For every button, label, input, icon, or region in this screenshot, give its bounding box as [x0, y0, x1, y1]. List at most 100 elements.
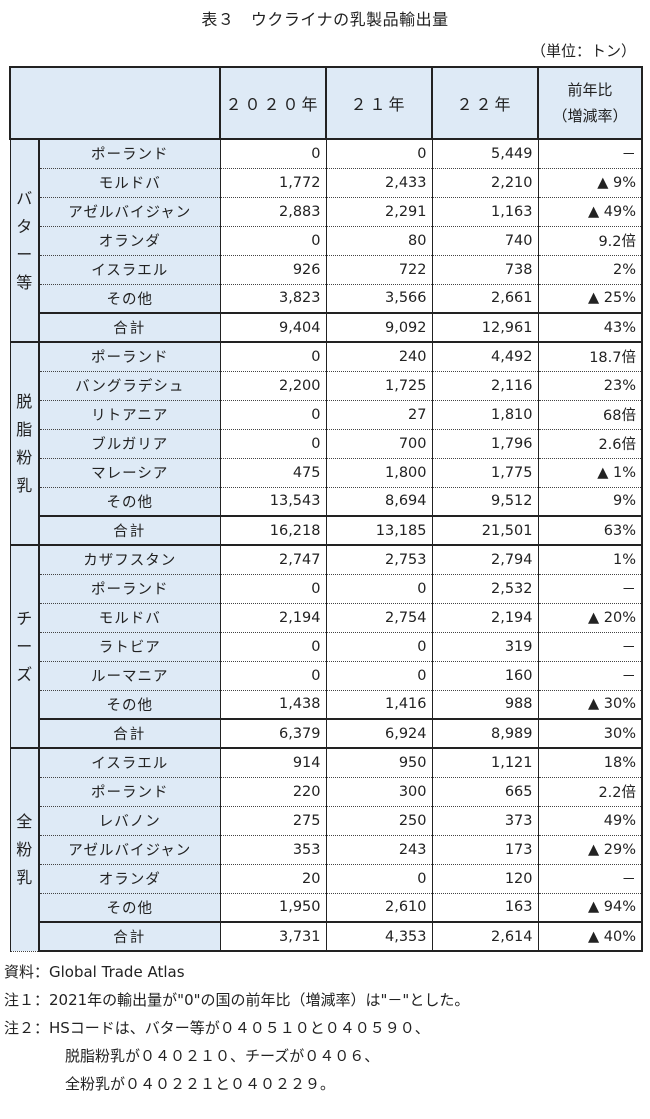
- value-21: 1,725: [325, 371, 432, 401]
- value-21: 8,694: [325, 487, 432, 516]
- table-row: イスラエル 926 722 738 2%: [10, 255, 643, 285]
- note-2-line3: 全粉乳が０４０２２１と０４０２２９。: [65, 1075, 336, 1093]
- value-22: 2,661: [431, 284, 538, 313]
- value-22: 1,121: [431, 748, 538, 778]
- total-21: 9,092: [325, 312, 432, 343]
- country-name: ブルガリア: [38, 429, 220, 459]
- value-21: 1,416: [325, 690, 432, 719]
- group-label-char: ー: [16, 244, 33, 264]
- value-2020: 926: [219, 255, 326, 285]
- total-label: 合計: [38, 312, 220, 343]
- total-21: 6,924: [325, 718, 432, 749]
- table-row: ルーマニア 0 0 160 －: [10, 661, 643, 691]
- group-label-char: バ: [16, 188, 33, 208]
- value-21: 2,291: [325, 197, 432, 227]
- table-row: レバノン 275 250 373 49%: [10, 806, 643, 836]
- value-21: 700: [325, 429, 432, 459]
- value-21: 2,754: [325, 603, 432, 633]
- value-2020: 1,438: [219, 690, 326, 719]
- country-name: レバノン: [38, 806, 220, 836]
- group-label: 全粉乳: [9, 747, 40, 952]
- value-21: 1,800: [325, 458, 432, 488]
- note-2-line2: 脱脂粉乳が０４０２１０、チーズが０４０６、: [65, 1047, 380, 1065]
- unit-label: （単位：トン）: [530, 42, 636, 60]
- country-name: ラトビア: [38, 632, 220, 662]
- note-source: 資料：Global Trade Atlas: [4, 963, 185, 981]
- table-row: その他 1,438 1,416 988 ▲ 30%: [10, 690, 643, 719]
- total-label: 合計: [38, 515, 220, 546]
- group-label-char: チ: [16, 608, 33, 628]
- value-22: 2,194: [431, 603, 538, 633]
- country-name: マレーシア: [38, 458, 220, 488]
- total-row: 合計 3,731 4,353 2,614 ▲ 40%: [10, 921, 643, 952]
- value-22: 160: [431, 661, 538, 691]
- group-label-char: 全: [16, 811, 33, 831]
- country-name: モルドバ: [38, 168, 220, 198]
- value-21: 3,566: [325, 284, 432, 313]
- value-2020: 2,200: [219, 371, 326, 401]
- total-21: 13,185: [325, 515, 432, 546]
- total-2020: 6,379: [219, 718, 326, 749]
- total-22: 8,989: [431, 718, 538, 749]
- value-2020: 0: [219, 661, 326, 691]
- group-label-char: 乳: [16, 475, 33, 495]
- table-row: その他 1,950 2,610 163 ▲ 94%: [10, 893, 643, 922]
- value-22: 2,116: [431, 371, 538, 401]
- total-row: 合計 9,404 9,092 12,961 43%: [10, 312, 643, 343]
- table-row: 脱脂粉乳ポーランド 0 240 4,492 18.7倍: [9, 341, 643, 546]
- header-ratio-line1: 前年比: [567, 81, 613, 99]
- total-22: 2,614: [431, 921, 538, 952]
- yoy-ratio: －: [537, 864, 643, 894]
- table-row: マレーシア 475 1,800 1,775 ▲ 1%: [10, 458, 643, 488]
- yoy-ratio: ▲ 9%: [537, 168, 643, 198]
- total-21: 4,353: [325, 921, 432, 952]
- country-name: リトアニア: [38, 400, 220, 430]
- yoy-ratio: ▲ 20%: [537, 603, 643, 633]
- country-name: イスラエル: [38, 255, 220, 285]
- value-2020: 2,883: [219, 197, 326, 227]
- group-label-char: 粉: [16, 447, 33, 467]
- group-label-char: 粉: [16, 839, 33, 859]
- value-21: 2,433: [325, 168, 432, 198]
- yoy-ratio: 18%: [537, 748, 643, 778]
- total-row: 合計 6,379 6,924 8,989 30%: [10, 718, 643, 749]
- header-ratio: 前年比 （増減率）: [537, 66, 643, 140]
- value-21: 950: [325, 748, 432, 778]
- country-name: イスラエル: [38, 748, 220, 778]
- value-21: 0: [325, 632, 432, 662]
- country-name: その他: [38, 690, 220, 719]
- total-22: 12,961: [431, 312, 538, 343]
- yoy-ratio: ▲ 30%: [537, 690, 643, 719]
- value-2020: 0: [219, 429, 326, 459]
- table-row: アゼルバイジャン 2,883 2,291 1,163 ▲ 49%: [10, 197, 643, 227]
- value-2020: 914: [219, 748, 326, 778]
- header-ratio-line2: （増減率）: [552, 107, 628, 125]
- total-2020: 3,731: [219, 921, 326, 952]
- country-name: アゼルバイジャン: [38, 835, 220, 865]
- country-name: バングラデシュ: [38, 371, 220, 401]
- value-2020: 1,950: [219, 893, 326, 922]
- note-1: 注１：2021年の輸出量が"0"の国の前年比（増減率）は"－"とした。: [4, 991, 470, 1009]
- total-label: 合計: [38, 718, 220, 749]
- group-label-char: 脱: [16, 391, 33, 411]
- value-2020: 2,747: [219, 545, 326, 575]
- value-2020: 0: [219, 632, 326, 662]
- country-name: アゼルバイジャン: [38, 197, 220, 227]
- yoy-ratio: －: [537, 661, 643, 691]
- value-22: 120: [431, 864, 538, 894]
- value-22: 1,775: [431, 458, 538, 488]
- value-22: 2,794: [431, 545, 538, 575]
- header-row: ２０２０年 ２１年 ２２年 前年比 （増減率）: [9, 66, 643, 140]
- value-2020: 475: [219, 458, 326, 488]
- value-21: 27: [325, 400, 432, 430]
- value-22: 2,532: [431, 574, 538, 604]
- value-2020: 1,772: [219, 168, 326, 198]
- group-label: バター等: [9, 138, 40, 343]
- group-label: 脱脂粉乳: [9, 341, 40, 546]
- country-name: ルーマニア: [38, 661, 220, 691]
- group-label-char: ー: [16, 636, 33, 656]
- value-2020: 0: [219, 574, 326, 604]
- yoy-ratio: 9.2倍: [537, 226, 643, 256]
- table-row: アゼルバイジャン 353 243 173 ▲ 29%: [10, 835, 643, 865]
- yoy-ratio: 1%: [537, 545, 643, 575]
